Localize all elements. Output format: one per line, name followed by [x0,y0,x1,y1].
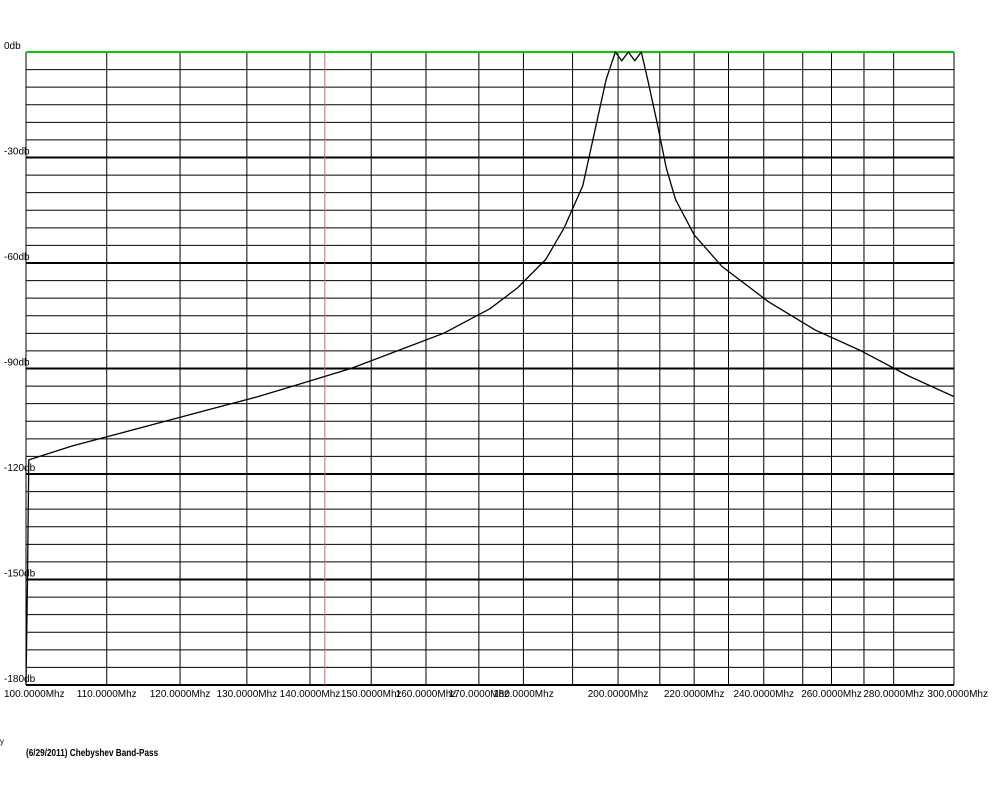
y-tick-label: 0db [4,41,21,52]
chart-caption: (6/29/2011) Chebyshev Band-Pass [26,748,159,759]
x-tick-label: 280.0000Mhz [863,689,924,700]
y-tick-label: -30db [4,147,30,158]
x-tick-label: 160.0000Mhz [396,689,457,700]
x-tick-label: 220.0000Mhz [664,689,725,700]
response-curve [25,51,955,686]
x-tick-label: 260.0000Mhz [801,689,862,700]
x-tick-label: 110.0000Mhz [77,689,137,700]
vertical-gridlines [25,52,955,685]
minor-gridlines [26,69,954,668]
y-tick-label: -60db [4,252,30,263]
response-trace [25,51,955,686]
x-tick-label: 150.0000Mhz [341,689,402,700]
x-tick-label: 180.0000Mhz [493,689,554,700]
corner-mark: y [0,737,4,746]
y-tick-label: -120db [4,463,36,474]
x-tick-label: 120.0000Mhz [150,689,211,700]
y-tick-label: -150db [4,569,36,580]
y-axis-tick-labels: 0db -30db -60db -90db -120db -150db -180db [4,41,36,685]
x-tick-label: 240.0000Mhz [733,689,794,700]
x-tick-label: 100.0000Mhz [4,689,65,700]
x-axis-tick-labels: 100.0000Mhz 110.0000Mhz 120.0000Mhz 130.000… [4,689,988,700]
x-tick-label: 200.0000Mhz [588,689,649,700]
y-tick-label: -180db [4,674,36,685]
y-tick-label: -90db [4,358,30,369]
major-gridlines [26,156,954,686]
x-tick-label: 170.0000Mhz [449,689,510,700]
x-tick-label: 140.0000Mhz [280,689,341,700]
x-tick-label: 300.0000Mhz [927,689,988,700]
x-tick-label: 130.0000Mhz [217,689,278,700]
